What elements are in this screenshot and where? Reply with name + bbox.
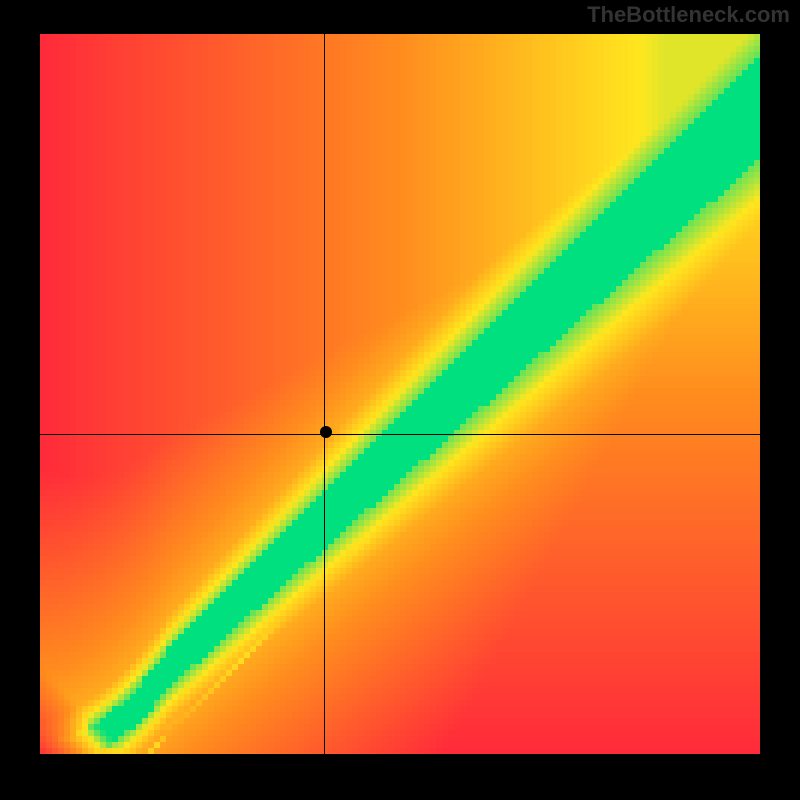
heatmap-plot-area [40,34,760,754]
crosshair-horizontal [40,434,760,435]
crosshair-vertical [324,34,325,754]
marker-dot [320,426,332,438]
heatmap-canvas [40,34,760,754]
watermark-text: TheBottleneck.com [587,2,790,28]
